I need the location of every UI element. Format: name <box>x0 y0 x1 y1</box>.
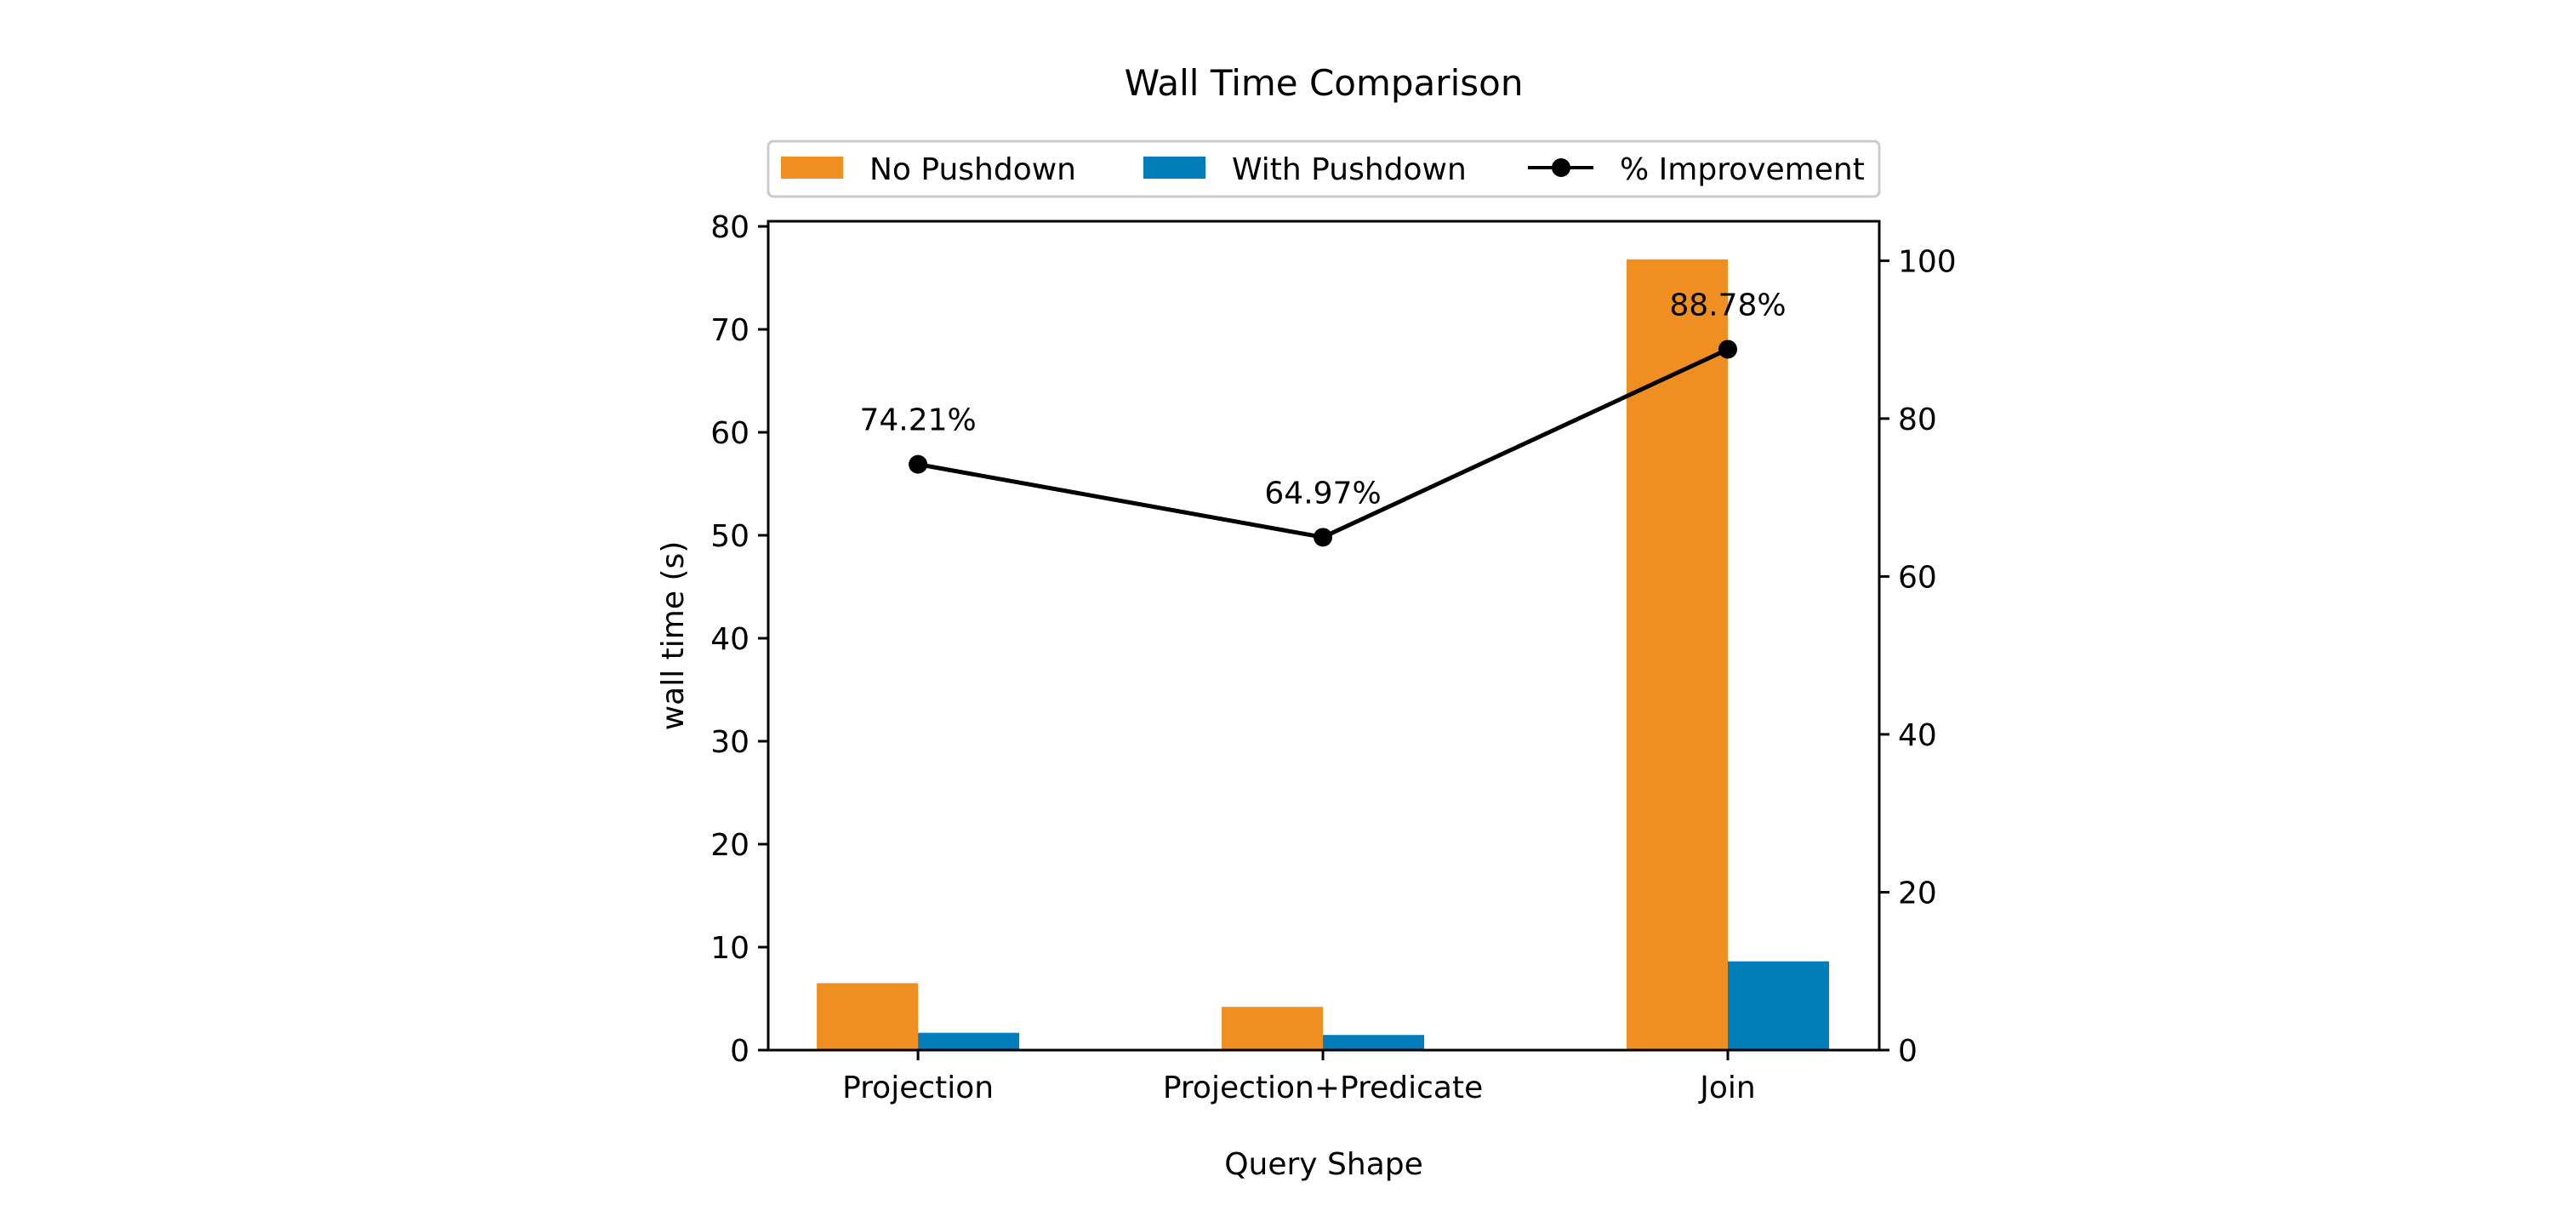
y-tick-label: 10 <box>710 931 749 966</box>
y-tick-label: 80 <box>710 210 749 245</box>
bar-with-pushdown-projection-predicate <box>1323 1035 1425 1050</box>
y2-tick-label: 80 <box>1898 403 1937 437</box>
x-tick-label-join: Join <box>1698 1071 1755 1105</box>
y-axis-label: wall time (s) <box>656 541 691 731</box>
right-y-axis: 0 20 40 60 80 100 <box>1879 244 1957 1069</box>
bar-no-pushdown-projection <box>817 983 919 1050</box>
improvement-label-projection: 74.21% <box>859 403 976 438</box>
improvement-point-join <box>1718 340 1737 359</box>
legend-label-improvement: % Improvement <box>1620 152 1865 187</box>
legend-swatch-no-pushdown <box>781 157 843 179</box>
legend-frame <box>767 140 1881 198</box>
x-axis-label: Query Shape <box>1224 1147 1423 1182</box>
bar-no-pushdown-projection-predicate <box>1222 1007 1324 1050</box>
x-axis: Projection Projection+Predicate Join <box>842 1050 1756 1105</box>
legend-label-no-pushdown: No Pushdown <box>869 152 1076 187</box>
improvement-point-projection <box>909 454 928 474</box>
bar-with-pushdown-join <box>1727 961 1829 1050</box>
improvement-label-join: 88.78% <box>1669 288 1786 323</box>
legend-marker-improvement <box>1552 158 1570 177</box>
improvement-line-layer: 74.21% 64.97% 88.78% <box>859 288 1787 547</box>
x-tick-label-projection-predicate: Projection+Predicate <box>1163 1071 1483 1105</box>
y-tick-label: 60 <box>710 416 749 451</box>
y-tick-label: 50 <box>710 519 749 554</box>
legend-label-with-pushdown: With Pushdown <box>1232 152 1467 187</box>
y-tick-label: 30 <box>710 725 749 760</box>
chart-title: Wall Time Comparison <box>1125 62 1524 104</box>
y2-tick-label: 60 <box>1898 560 1937 595</box>
legend-swatch-with-pushdown <box>1143 157 1205 179</box>
left-y-axis: 0 10 20 30 40 50 60 70 80 <box>710 210 768 1069</box>
bars <box>817 259 1829 1050</box>
y2-tick-label: 20 <box>1898 876 1937 911</box>
legend: No Pushdown With Pushdown % Improvement <box>767 140 1881 198</box>
y2-tick-label: 40 <box>1898 718 1937 753</box>
bar-no-pushdown-join <box>1627 259 1728 1050</box>
y-tick-label: 20 <box>710 828 749 863</box>
y2-tick-label: 0 <box>1898 1034 1918 1069</box>
y-tick-label: 70 <box>710 313 749 348</box>
x-tick-label-projection: Projection <box>842 1071 994 1105</box>
improvement-label-projection-predicate: 64.97% <box>1264 476 1381 511</box>
y-tick-label: 40 <box>710 622 749 657</box>
y-tick-label: 0 <box>730 1034 749 1069</box>
bar-with-pushdown-projection <box>918 1032 1020 1050</box>
improvement-point-projection-predicate <box>1314 528 1333 547</box>
y2-tick-label: 100 <box>1898 244 1957 279</box>
